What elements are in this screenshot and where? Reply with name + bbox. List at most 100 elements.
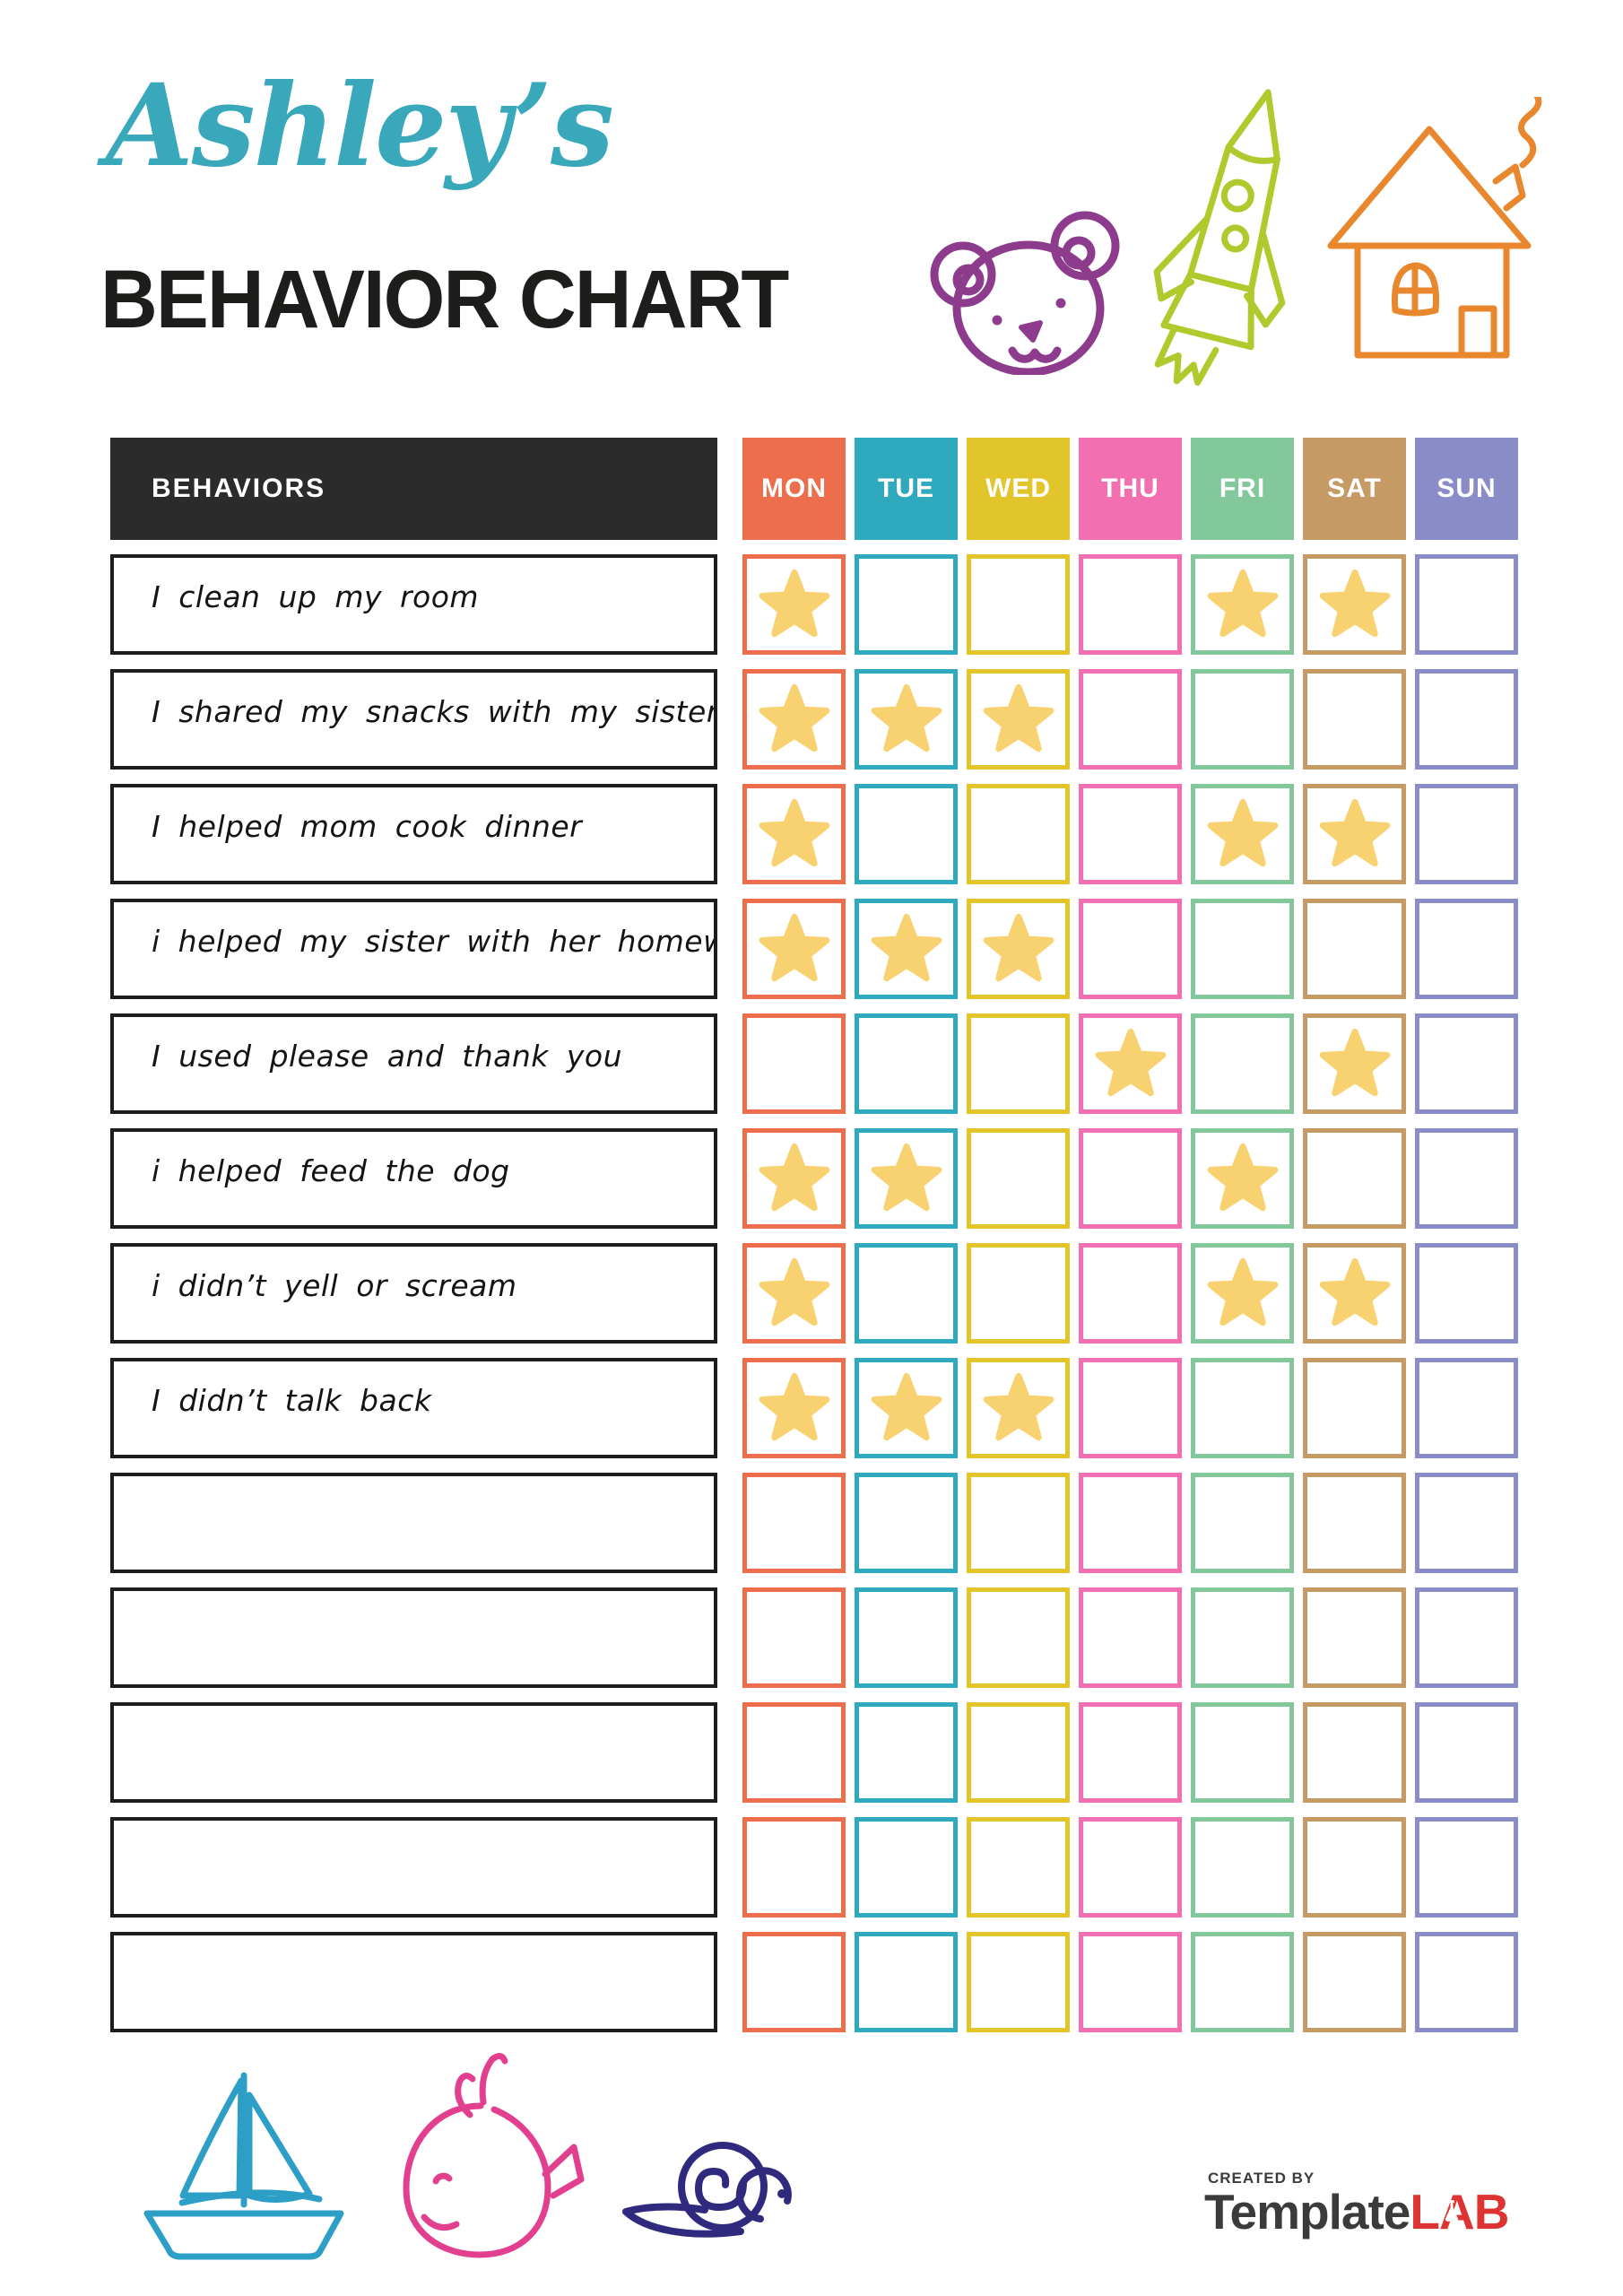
- cell-fri-row-9[interactable]: [1191, 1473, 1294, 1573]
- cell-mon-row-5[interactable]: [742, 1013, 846, 1114]
- cell-tue-row-4[interactable]: [855, 899, 958, 999]
- cell-thu-row-12[interactable]: [1079, 1817, 1182, 1918]
- cell-sat-row-10[interactable]: [1303, 1587, 1406, 1688]
- cell-wed-row-10[interactable]: [967, 1587, 1070, 1688]
- cell-tue-row-12[interactable]: [855, 1817, 958, 1918]
- cell-thu-row-2[interactable]: [1079, 669, 1182, 770]
- cell-tue-row-3[interactable]: [855, 784, 958, 884]
- cell-thu-row-5[interactable]: [1079, 1013, 1182, 1114]
- cell-mon-row-8[interactable]: [742, 1358, 846, 1458]
- cell-wed-row-6[interactable]: [967, 1128, 1070, 1229]
- cell-mon-row-10[interactable]: [742, 1587, 846, 1688]
- cell-sun-row-11[interactable]: [1415, 1702, 1518, 1803]
- cell-sat-row-4[interactable]: [1303, 899, 1406, 999]
- cell-wed-row-7[interactable]: [967, 1243, 1070, 1344]
- cell-thu-row-3[interactable]: [1079, 784, 1182, 884]
- cell-sat-row-13[interactable]: [1303, 1932, 1406, 2032]
- cell-tue-row-13[interactable]: [855, 1932, 958, 2032]
- star-icon: [1319, 1257, 1390, 1326]
- cell-sat-row-8[interactable]: [1303, 1358, 1406, 1458]
- brand-name-dark: Template: [1204, 2184, 1410, 2239]
- whale-icon: [377, 2047, 590, 2262]
- cell-thu-row-9[interactable]: [1079, 1473, 1182, 1573]
- cell-fri-row-1[interactable]: [1191, 554, 1294, 655]
- cell-wed-row-12[interactable]: [967, 1817, 1070, 1918]
- cell-sat-row-1[interactable]: [1303, 554, 1406, 655]
- cell-sun-row-4[interactable]: [1415, 899, 1518, 999]
- cell-thu-row-1[interactable]: [1079, 554, 1182, 655]
- cell-sat-row-5[interactable]: [1303, 1013, 1406, 1114]
- cell-fri-row-4[interactable]: [1191, 899, 1294, 999]
- cell-mon-row-11[interactable]: [742, 1702, 846, 1803]
- cell-mon-row-6[interactable]: [742, 1128, 846, 1229]
- cell-sun-row-13[interactable]: [1415, 1932, 1518, 2032]
- cell-sun-row-7[interactable]: [1415, 1243, 1518, 1344]
- cell-sat-row-11[interactable]: [1303, 1702, 1406, 1803]
- cell-thu-row-8[interactable]: [1079, 1358, 1182, 1458]
- cell-mon-row-7[interactable]: [742, 1243, 846, 1344]
- cell-sat-row-12[interactable]: [1303, 1817, 1406, 1918]
- cell-sun-row-10[interactable]: [1415, 1587, 1518, 1688]
- cell-sun-row-2[interactable]: [1415, 669, 1518, 770]
- cell-wed-row-8[interactable]: [967, 1358, 1070, 1458]
- cell-fri-row-7[interactable]: [1191, 1243, 1294, 1344]
- cell-fri-row-2[interactable]: [1191, 669, 1294, 770]
- cell-thu-row-7[interactable]: [1079, 1243, 1182, 1344]
- star-icon: [1319, 798, 1390, 867]
- cell-wed-row-3[interactable]: [967, 784, 1070, 884]
- cell-wed-row-13[interactable]: [967, 1932, 1070, 2032]
- cell-thu-row-4[interactable]: [1079, 899, 1182, 999]
- cell-fri-row-12[interactable]: [1191, 1817, 1294, 1918]
- cell-sun-row-12[interactable]: [1415, 1817, 1518, 1918]
- cell-sun-row-8[interactable]: [1415, 1358, 1518, 1458]
- cell-tue-row-6[interactable]: [855, 1128, 958, 1229]
- cell-mon-row-3[interactable]: [742, 784, 846, 884]
- cell-mon-row-2[interactable]: [742, 669, 846, 770]
- cell-wed-row-5[interactable]: [967, 1013, 1070, 1114]
- cell-fri-row-6[interactable]: [1191, 1128, 1294, 1229]
- behavior-label: I clean up my room: [110, 554, 717, 655]
- cell-thu-row-10[interactable]: [1079, 1587, 1182, 1688]
- cell-sat-row-9[interactable]: [1303, 1473, 1406, 1573]
- cell-sun-row-3[interactable]: [1415, 784, 1518, 884]
- cell-tue-row-7[interactable]: [855, 1243, 958, 1344]
- cell-tue-row-1[interactable]: [855, 554, 958, 655]
- cell-mon-row-4[interactable]: [742, 899, 846, 999]
- cell-thu-row-11[interactable]: [1079, 1702, 1182, 1803]
- cell-wed-row-9[interactable]: [967, 1473, 1070, 1573]
- cell-wed-row-4[interactable]: [967, 899, 1070, 999]
- cell-fri-row-8[interactable]: [1191, 1358, 1294, 1458]
- cell-tue-row-9[interactable]: [855, 1473, 958, 1573]
- cell-tue-row-11[interactable]: [855, 1702, 958, 1803]
- cell-mon-row-13[interactable]: [742, 1932, 846, 2032]
- cell-sun-row-1[interactable]: [1415, 554, 1518, 655]
- cell-wed-row-1[interactable]: [967, 554, 1070, 655]
- cell-wed-row-11[interactable]: [967, 1702, 1070, 1803]
- cell-mon-row-1[interactable]: [742, 554, 846, 655]
- cell-sun-row-6[interactable]: [1415, 1128, 1518, 1229]
- behavior-label: i helped my sister with her homework: [110, 899, 717, 999]
- brand-name-red: LAB: [1410, 2184, 1509, 2239]
- cell-thu-row-13[interactable]: [1079, 1932, 1182, 2032]
- cell-sun-row-5[interactable]: [1415, 1013, 1518, 1114]
- cell-tue-row-5[interactable]: [855, 1013, 958, 1114]
- cell-sat-row-3[interactable]: [1303, 784, 1406, 884]
- cell-tue-row-8[interactable]: [855, 1358, 958, 1458]
- cell-sat-row-2[interactable]: [1303, 669, 1406, 770]
- cell-fri-row-5[interactable]: [1191, 1013, 1294, 1114]
- cell-fri-row-10[interactable]: [1191, 1587, 1294, 1688]
- behavior-label: I didn’t talk back: [110, 1358, 717, 1458]
- cell-mon-row-9[interactable]: [742, 1473, 846, 1573]
- cell-wed-row-2[interactable]: [967, 669, 1070, 770]
- cell-fri-row-3[interactable]: [1191, 784, 1294, 884]
- cell-sat-row-6[interactable]: [1303, 1128, 1406, 1229]
- templatelab-logo[interactable]: CREATED BY TemplateLAB: [1204, 2170, 1509, 2239]
- cell-sun-row-9[interactable]: [1415, 1473, 1518, 1573]
- cell-tue-row-10[interactable]: [855, 1587, 958, 1688]
- cell-tue-row-2[interactable]: [855, 669, 958, 770]
- cell-fri-row-13[interactable]: [1191, 1932, 1294, 2032]
- cell-thu-row-6[interactable]: [1079, 1128, 1182, 1229]
- cell-sat-row-7[interactable]: [1303, 1243, 1406, 1344]
- cell-fri-row-11[interactable]: [1191, 1702, 1294, 1803]
- cell-mon-row-12[interactable]: [742, 1817, 846, 1918]
